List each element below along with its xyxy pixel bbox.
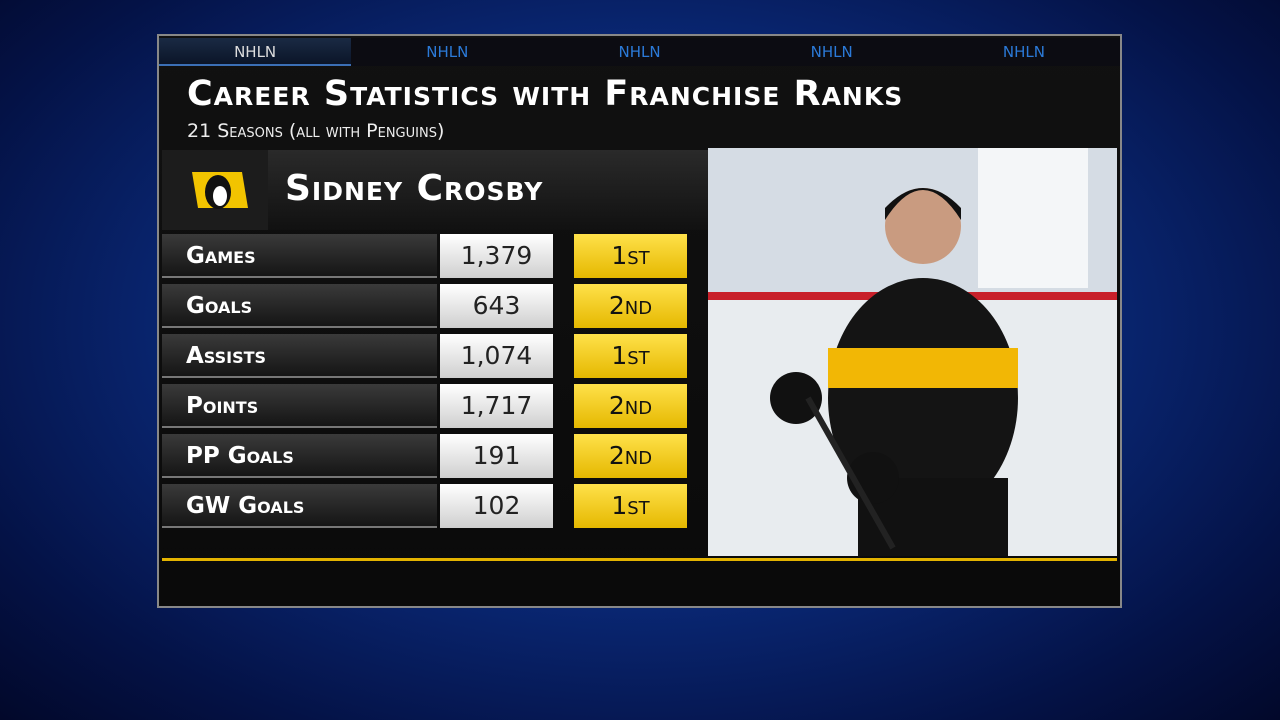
logo-icon [192,172,248,209]
franchise-rank: 1st [574,334,687,378]
stat-row: Assists 1,074 1st [162,334,708,378]
logo-belly [213,186,227,206]
stat-value: 102 [440,484,553,528]
franchise-rank: 1st [574,484,687,528]
stat-label: Goals [162,284,437,328]
stick [805,396,896,550]
stat-value: 191 [440,434,553,478]
tab: NHLN [159,38,352,66]
tab: NHLN [1002,43,1045,61]
tab-strip: NHLN NHLN NHLN NHLN NHLN [159,38,1120,66]
helmet [885,188,961,220]
stat-label: GW Goals [162,484,437,528]
stat-value: 1,074 [440,334,553,378]
stat-row: PP Goals 191 2nd [162,434,708,478]
glove [770,372,822,424]
stat-label: Assists [162,334,437,378]
tab: NHLN [618,43,661,61]
tab: NHLN [426,43,469,61]
stat-row: GW Goals 102 1st [162,484,708,528]
tab: NHLN [810,43,853,61]
gold-rule [162,558,1117,561]
subtitle: 21 Seasons (all with Penguins) [187,120,445,142]
stat-value: 1,379 [440,234,553,278]
head [885,188,961,264]
stat-label: PP Goals [162,434,437,478]
stat-label: Points [162,384,437,428]
stats-panel: NHLN NHLN NHLN NHLN NHLN Career Statistics w… [157,34,1122,608]
player-name: Sidney Crosby [285,168,544,209]
franchise-rank: 2nd [574,434,687,478]
team-logo [162,150,268,230]
stat-value: 1,717 [440,384,553,428]
franchise-rank: 2nd [574,384,687,428]
stat-label: Games [162,234,437,278]
name-bar: Sidney Crosby [162,150,708,230]
player-photo [708,148,1117,556]
stat-row: Games 1,379 1st [162,234,708,278]
stat-row: Points 1,717 2nd [162,384,708,428]
title: Career Statistics with Franchise Ranks [187,74,904,114]
franchise-rank: 1st [574,234,687,278]
jersey-stripe [828,348,1018,388]
ad-board [978,148,1088,288]
franchise-rank: 2nd [574,284,687,328]
stat-row: Goals 643 2nd [162,284,708,328]
stat-value: 643 [440,284,553,328]
